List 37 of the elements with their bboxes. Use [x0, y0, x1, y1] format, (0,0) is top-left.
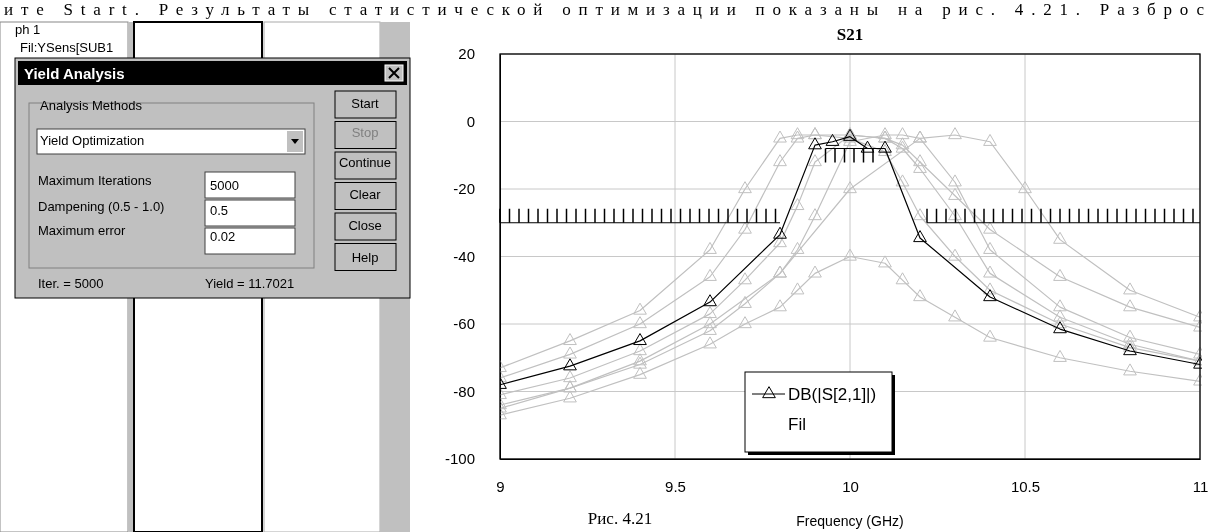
y-tick-label: -80 — [453, 382, 475, 400]
y-tick-label: -100 — [444, 450, 475, 468]
x-tick-label: 10 — [842, 477, 859, 495]
x-tick-label: 10.5 — [1010, 477, 1041, 495]
text: 0.5 — [210, 203, 229, 218]
x-tick-label: 9 — [496, 477, 505, 495]
text: Clear — [349, 187, 382, 202]
text: ph 1 — [15, 22, 41, 37]
text: Close — [348, 218, 382, 233]
y-tick-label: 20 — [458, 45, 475, 63]
x-tick-label: 9.5 — [665, 477, 686, 495]
text: Yield = 11.7021 — [205, 276, 295, 291]
text: Iter. = 5000 — [38, 276, 104, 291]
text: Рис. 4.21 — [587, 509, 653, 528]
chart-title: S21 — [836, 25, 864, 44]
text: Yield Optimization — [40, 133, 145, 148]
legend-label: DB(|S[2,1]|) — [788, 385, 877, 404]
text: Maximum error — [38, 223, 127, 238]
text: Help — [351, 250, 379, 265]
text: Continue — [338, 155, 392, 170]
text: ите Start. Результаты статистической оптимизации показаны на рис. 4.21. Разброс — [4, 0, 1205, 19]
y-tick-label: -40 — [453, 247, 475, 265]
y-tick-label: -60 — [453, 315, 475, 333]
text: 5000 — [210, 178, 239, 193]
x-axis-title: Frequency (GHz) — [796, 513, 904, 529]
text: Yield Analysis — [24, 65, 125, 82]
text: Fil:YSens[SUB1 — [20, 40, 114, 55]
text: Stop — [351, 125, 379, 140]
y-tick-label: -20 — [453, 180, 475, 198]
legend-title: Fil — [788, 415, 806, 434]
text: 0.02 — [210, 229, 236, 244]
x-tick-label: 11 — [1192, 477, 1209, 495]
text: Maximum Iterations — [38, 173, 152, 188]
text: Dampening (0.5 - 1.0) — [38, 199, 165, 214]
text: Analysis Methods — [40, 98, 143, 113]
y-tick-label: 0 — [466, 112, 475, 130]
text: Start — [351, 96, 380, 111]
